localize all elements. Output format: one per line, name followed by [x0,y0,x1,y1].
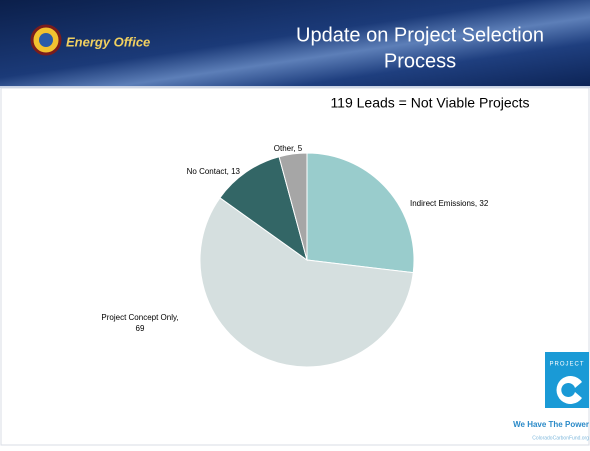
label-value: 32 [477,199,489,208]
pie [199,152,415,368]
badge-c [556,376,582,404]
seal-center [39,33,53,47]
data-label: Other, 5 [274,144,303,153]
header-band [0,0,590,86]
pie-slice [199,197,414,368]
url: ColoradoCarbonFund.org [532,435,589,441]
pie-labels: Indirect Emissions, 32 Project Concept On… [101,144,488,333]
tagline: We Have The Power [513,420,589,429]
pie-slice [219,156,308,262]
pie-slice [278,152,308,261]
label-category: Indirect Emissions, [410,199,477,208]
data-label: No Contact, 13 [187,167,241,176]
label-value: 13 [229,167,241,176]
label-value: 5 [296,144,303,153]
data-label: Project Concept Only, 69 [101,313,178,333]
logo-text: Energy Office [66,34,150,49]
label-category: Project Concept Only, [101,313,178,322]
label-category: No Contact, [187,167,229,176]
badge-text: PROJECT [549,362,584,368]
chart-title: 119 Leads = Not Viable Projects [330,95,529,111]
label-value: 69 [136,324,145,333]
pie-slice [306,152,415,274]
slide-title: Process [384,50,456,72]
content-border [0,87,590,446]
slide-title: Update on Project Selection [296,24,544,46]
label-category: Other, [274,144,296,153]
data-label: Indirect Emissions, 32 [410,199,489,208]
